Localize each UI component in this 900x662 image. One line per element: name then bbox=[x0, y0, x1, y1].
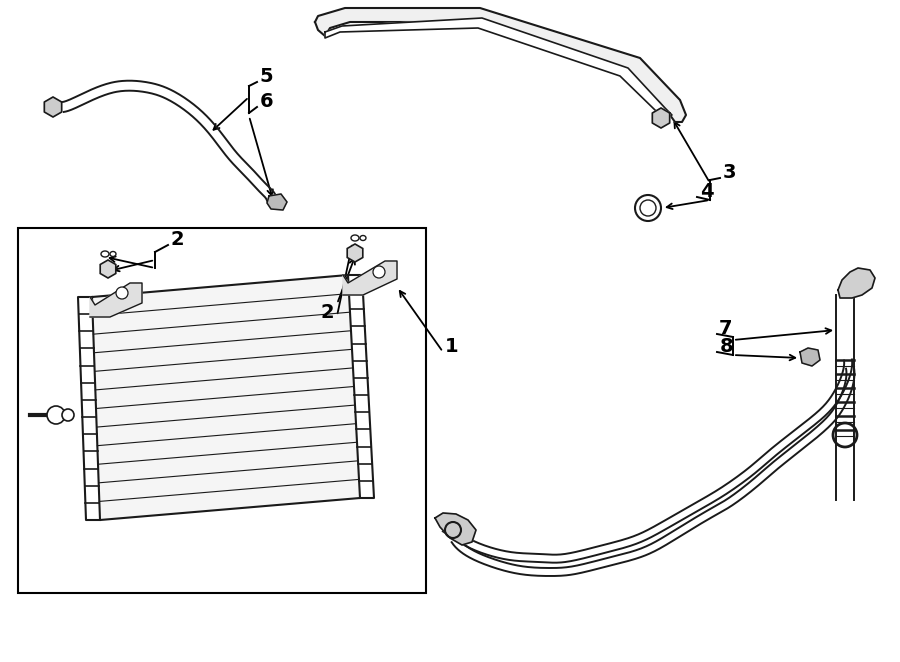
Bar bbox=[18, 228, 426, 593]
Text: 4: 4 bbox=[700, 182, 714, 201]
Text: 2: 2 bbox=[320, 303, 334, 322]
Polygon shape bbox=[267, 194, 287, 210]
Circle shape bbox=[62, 409, 74, 421]
Circle shape bbox=[373, 266, 385, 278]
Text: 7: 7 bbox=[719, 319, 733, 338]
Polygon shape bbox=[325, 18, 672, 118]
Polygon shape bbox=[652, 108, 670, 128]
Circle shape bbox=[47, 406, 65, 424]
Text: 6: 6 bbox=[260, 92, 274, 111]
Polygon shape bbox=[44, 97, 62, 117]
Polygon shape bbox=[347, 244, 363, 262]
Polygon shape bbox=[435, 513, 476, 545]
Circle shape bbox=[116, 287, 128, 299]
Polygon shape bbox=[90, 283, 142, 317]
Polygon shape bbox=[100, 260, 116, 278]
Polygon shape bbox=[92, 275, 360, 520]
Text: 1: 1 bbox=[445, 337, 459, 356]
Circle shape bbox=[635, 195, 661, 221]
Text: 8: 8 bbox=[720, 337, 733, 356]
Polygon shape bbox=[838, 268, 875, 298]
Polygon shape bbox=[343, 261, 397, 295]
Text: 3: 3 bbox=[723, 163, 736, 182]
Circle shape bbox=[640, 200, 656, 216]
Polygon shape bbox=[800, 348, 820, 366]
Text: 5: 5 bbox=[259, 67, 273, 86]
Text: 2: 2 bbox=[170, 230, 184, 249]
Polygon shape bbox=[315, 8, 686, 122]
